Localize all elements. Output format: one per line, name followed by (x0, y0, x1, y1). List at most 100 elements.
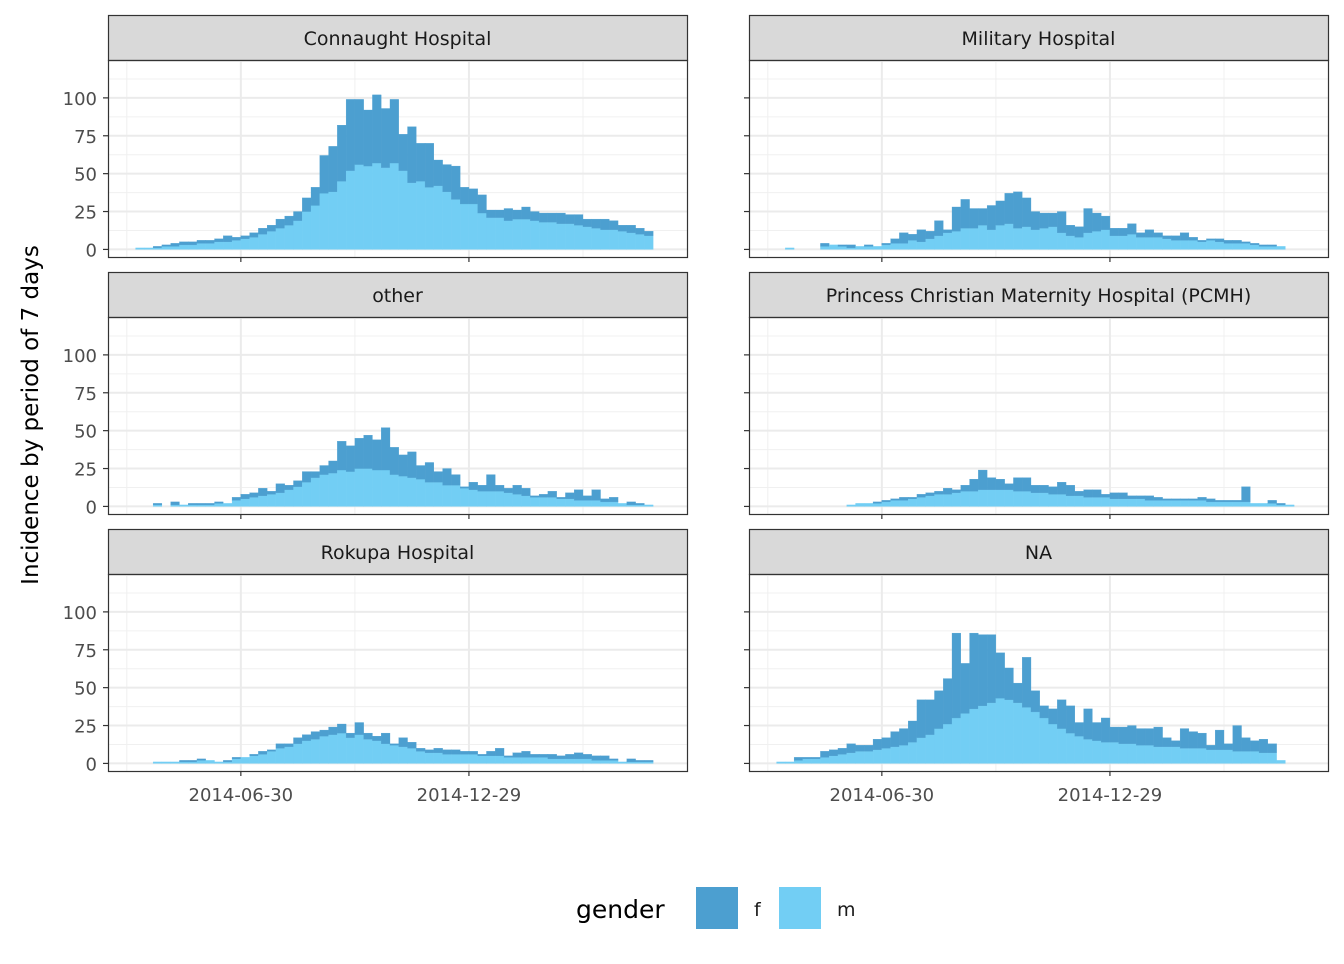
bar-m (345, 471, 356, 507)
bar-m (855, 246, 865, 250)
bar-f (960, 199, 970, 229)
bar-m (381, 469, 391, 507)
bar-f (600, 218, 610, 230)
bar-f (416, 143, 426, 182)
bar-f (916, 229, 926, 242)
bars-na (776, 632, 1286, 764)
bar-f (1127, 495, 1137, 499)
bar-f (890, 498, 900, 501)
bar-m (617, 231, 627, 250)
bar-f (1136, 232, 1146, 238)
bar-m (161, 761, 171, 764)
bar-m (1241, 751, 1251, 764)
bar-m (846, 504, 856, 507)
bar-f (617, 225, 627, 232)
bar-m (223, 503, 233, 507)
bar-m (319, 735, 329, 764)
bar-f (407, 742, 417, 749)
y-tick-label: 25 (74, 460, 97, 481)
bar-m (1030, 711, 1040, 764)
bar-m (1083, 739, 1093, 764)
bar-m (214, 761, 224, 764)
bar-f (205, 240, 215, 244)
bar-m (1127, 743, 1137, 764)
bar-f (1232, 500, 1242, 503)
bar-m (785, 247, 795, 250)
bar-f (275, 483, 285, 493)
bar-m (1004, 489, 1014, 507)
bar-m (1057, 728, 1067, 764)
bars-military-hospital (785, 191, 1286, 250)
bar-f (328, 460, 338, 474)
bar-f (644, 760, 654, 763)
y-tick-label: 25 (74, 717, 97, 738)
bar-m (1013, 702, 1023, 764)
bar-f (495, 748, 505, 756)
bar-m (1250, 244, 1260, 250)
bar-f (512, 752, 522, 758)
bar-m (864, 246, 874, 250)
bar-m (205, 504, 215, 507)
legend-key-f (696, 887, 738, 929)
bar-m (310, 205, 320, 250)
bar-m (890, 746, 900, 764)
bar-m (1030, 492, 1040, 507)
bar-m (916, 241, 926, 250)
bar-m (1232, 751, 1242, 764)
facet-strip (748, 14, 1330, 62)
bar-f (495, 209, 505, 218)
bar-m (1171, 500, 1181, 507)
bar-f (1206, 498, 1216, 503)
bar-f (609, 758, 619, 761)
bar-m (626, 232, 636, 250)
bar-f (609, 497, 619, 503)
bar-f (503, 755, 513, 758)
bar-f (451, 749, 461, 755)
bar-m (617, 761, 627, 764)
bar-f (337, 125, 347, 182)
bar-m (460, 488, 470, 507)
bar-m (477, 212, 487, 250)
bar-f (986, 477, 997, 490)
bar-f (170, 501, 180, 506)
bar-m (1153, 237, 1163, 250)
bar-f (1013, 682, 1023, 703)
bar-m (960, 713, 970, 764)
bar-m (495, 491, 505, 507)
bar-f (1065, 485, 1075, 496)
bar-m (1276, 504, 1286, 507)
bar-m (433, 752, 443, 764)
bar-f (582, 218, 592, 227)
bar-f (995, 200, 1005, 226)
bar-m (258, 495, 268, 507)
bar-m (275, 228, 285, 250)
bar-f (925, 492, 935, 496)
bar-m (1285, 504, 1295, 507)
bar-f (284, 485, 294, 490)
bar-m (1215, 241, 1225, 250)
bar-f (486, 474, 496, 492)
bar-m (995, 489, 1005, 507)
bar-m (144, 247, 154, 250)
bar-f (1101, 494, 1111, 498)
bar-m (872, 503, 882, 507)
facet-strip (107, 528, 689, 576)
bar-m (1258, 752, 1268, 764)
bar-f (626, 225, 636, 233)
bar-f (829, 749, 839, 756)
bar-f (521, 751, 531, 758)
bar-f (995, 652, 1005, 699)
bar-f (389, 447, 399, 475)
bar-f (319, 465, 329, 475)
bar-f (1109, 228, 1119, 236)
bar-f (1074, 226, 1084, 238)
bar-f (943, 488, 953, 495)
bar-m (398, 475, 408, 507)
bar-m (609, 760, 619, 764)
bar-f (231, 757, 241, 760)
bar-m (407, 182, 417, 250)
bar-f (1215, 500, 1225, 503)
bar-m (381, 167, 391, 250)
bar-f (1057, 699, 1067, 729)
y-tick-label: 75 (74, 384, 97, 405)
